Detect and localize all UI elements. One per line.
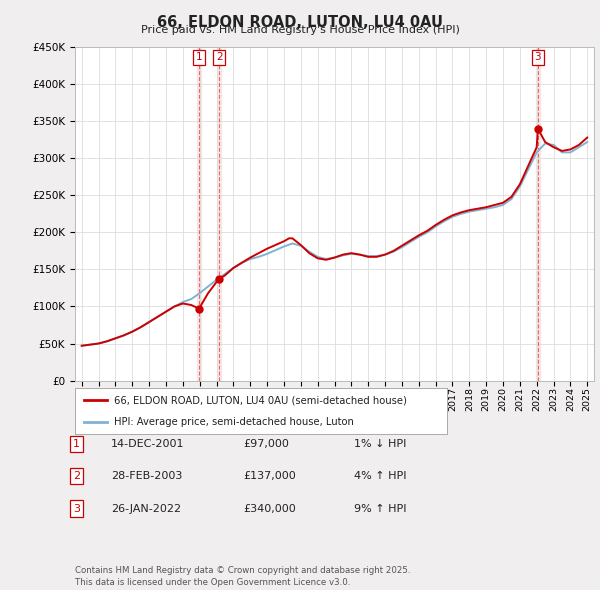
Text: 3: 3 [73, 504, 80, 513]
Text: 14-DEC-2001: 14-DEC-2001 [111, 439, 185, 448]
Text: 2: 2 [216, 52, 223, 62]
Text: Price paid vs. HM Land Registry's House Price Index (HPI): Price paid vs. HM Land Registry's House … [140, 25, 460, 35]
Text: 9% ↑ HPI: 9% ↑ HPI [354, 504, 407, 513]
Text: 66, ELDON ROAD, LUTON, LU4 0AU: 66, ELDON ROAD, LUTON, LU4 0AU [157, 15, 443, 30]
Text: 1% ↓ HPI: 1% ↓ HPI [354, 439, 406, 448]
Text: 1: 1 [196, 52, 202, 62]
Text: 2: 2 [73, 471, 80, 481]
Text: HPI: Average price, semi-detached house, Luton: HPI: Average price, semi-detached house,… [114, 417, 354, 427]
Text: 28-FEB-2003: 28-FEB-2003 [111, 471, 182, 481]
Text: 66, ELDON ROAD, LUTON, LU4 0AU (semi-detached house): 66, ELDON ROAD, LUTON, LU4 0AU (semi-det… [114, 395, 407, 405]
Bar [217, 47, 221, 381]
Text: 1: 1 [73, 439, 80, 448]
Bar [536, 47, 540, 381]
Text: £97,000: £97,000 [243, 439, 289, 448]
Text: 4% ↑ HPI: 4% ↑ HPI [354, 471, 407, 481]
Text: £137,000: £137,000 [243, 471, 296, 481]
Text: £340,000: £340,000 [243, 504, 296, 513]
Text: Contains HM Land Registry data © Crown copyright and database right 2025.
This d: Contains HM Land Registry data © Crown c… [75, 566, 410, 587]
Text: 3: 3 [535, 52, 541, 62]
Text: 26-JAN-2022: 26-JAN-2022 [111, 504, 181, 513]
Bar [197, 47, 201, 381]
